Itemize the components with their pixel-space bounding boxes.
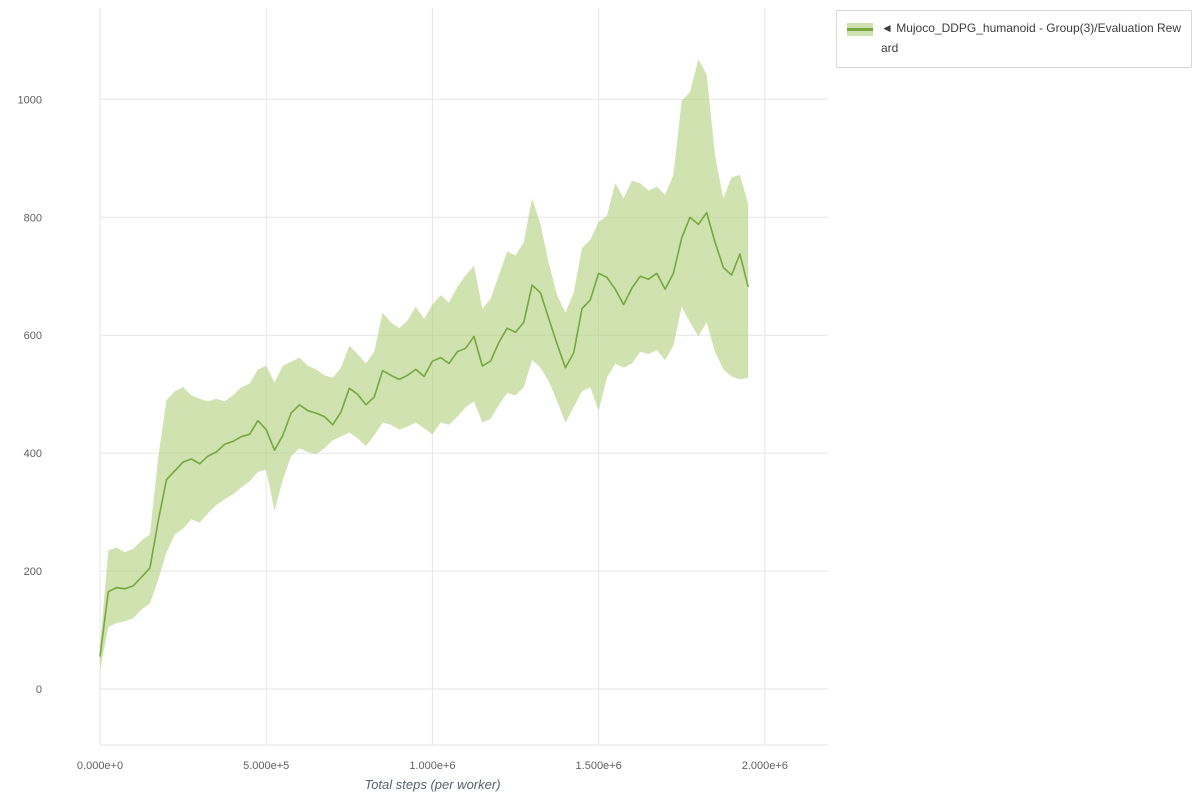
x-tick-label: 0.000e+0 <box>77 760 123 772</box>
y-tick-label: 600 <box>24 330 42 342</box>
x-axis-label: Total steps (per worker) <box>364 777 501 792</box>
x-tick-label: 5.000e+5 <box>243 760 289 772</box>
y-tick-label: 400 <box>24 448 42 460</box>
y-tick-label: 0 <box>36 684 42 696</box>
legend-band-line-icon <box>847 23 873 36</box>
y-tick-label: 800 <box>24 212 42 224</box>
y-tick-label: 1000 <box>18 94 42 106</box>
legend-line-mark <box>847 28 873 31</box>
x-tick-label: 1.500e+6 <box>576 760 622 772</box>
y-tick-label: 200 <box>24 566 42 578</box>
x-tick-label: 2.000e+6 <box>742 760 788 772</box>
confidence-band <box>100 59 749 671</box>
legend-item-label[interactable]: ◄ Mujoco_DDPG_humanoid - Group(3)/Evalua… <box>881 21 1182 55</box>
legend: ◄ Mujoco_DDPG_humanoid - Group(3)/Evalua… <box>836 10 1192 68</box>
x-tick-label: 1.000e+6 <box>409 760 455 772</box>
mean-line <box>99 211 749 657</box>
